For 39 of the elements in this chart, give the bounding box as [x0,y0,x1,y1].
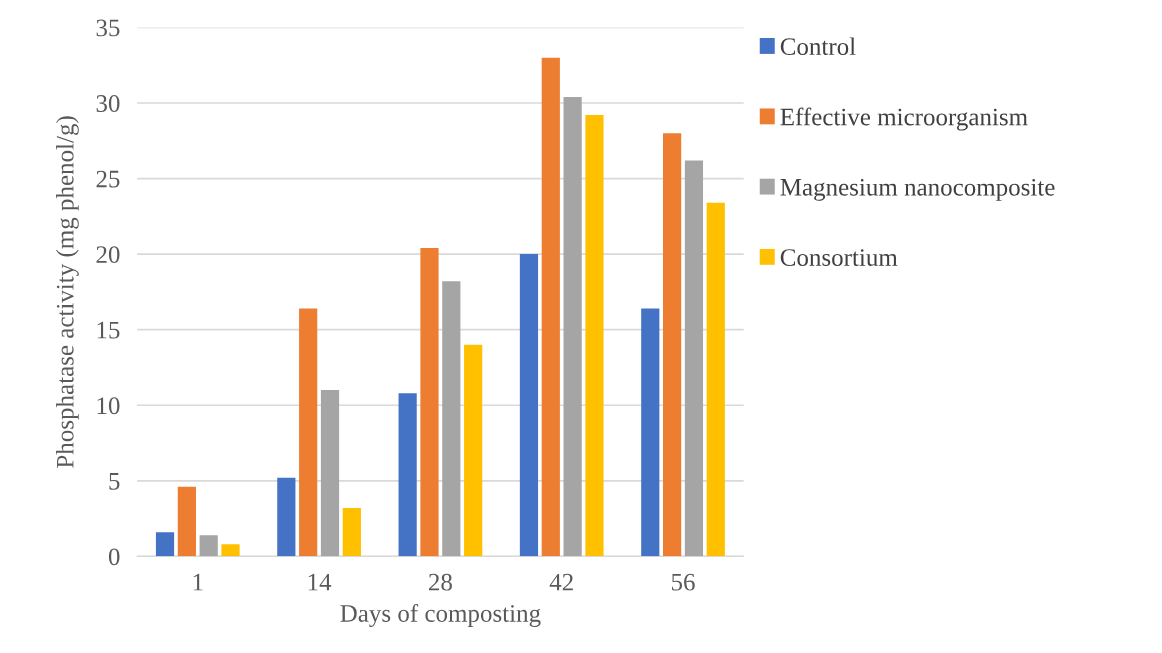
x-tick-label: 42 [549,573,573,591]
legend-label: Magnesium nanocomposite [780,178,1055,201]
bar [277,477,296,557]
x-tick-label: 1 [193,573,203,591]
bar [464,344,483,557]
bar [420,248,439,557]
bar [177,486,196,557]
bar [221,544,240,557]
bar [155,532,175,557]
bar [199,535,218,557]
bar [663,133,682,557]
x-axis-title: Days of composting [340,604,541,628]
bar [342,508,361,557]
bar [706,202,725,557]
bar [563,96,582,557]
bar [541,57,560,557]
x-tick-label: 56 [671,573,695,591]
y-axis-title: Phosphatase activity (mg phenol/g) [56,116,79,468]
y-tick-label: 0 [108,548,120,566]
bar [398,393,417,557]
bar [641,308,660,557]
x-tick-label: 14 [308,573,332,591]
y-tick-label: 15 [97,321,120,339]
bar [320,390,340,557]
y-tick-label: 5 [109,473,120,490]
bar [684,160,704,557]
bar [585,115,604,557]
y-tick-label: 35 [96,19,120,37]
y-tick-label: 10 [97,397,120,415]
bar [299,308,318,557]
legend-label: Control [780,37,856,56]
legend-label: Effective microorganism [780,107,1028,131]
legend-label: Consortium [780,249,898,266]
y-tick-label: 25 [96,170,120,188]
bar [442,281,461,557]
x-tick-label: 28 [429,573,452,591]
y-tick-label: 30 [96,95,120,112]
y-tick-label: 20 [96,246,120,264]
bar [519,254,539,557]
